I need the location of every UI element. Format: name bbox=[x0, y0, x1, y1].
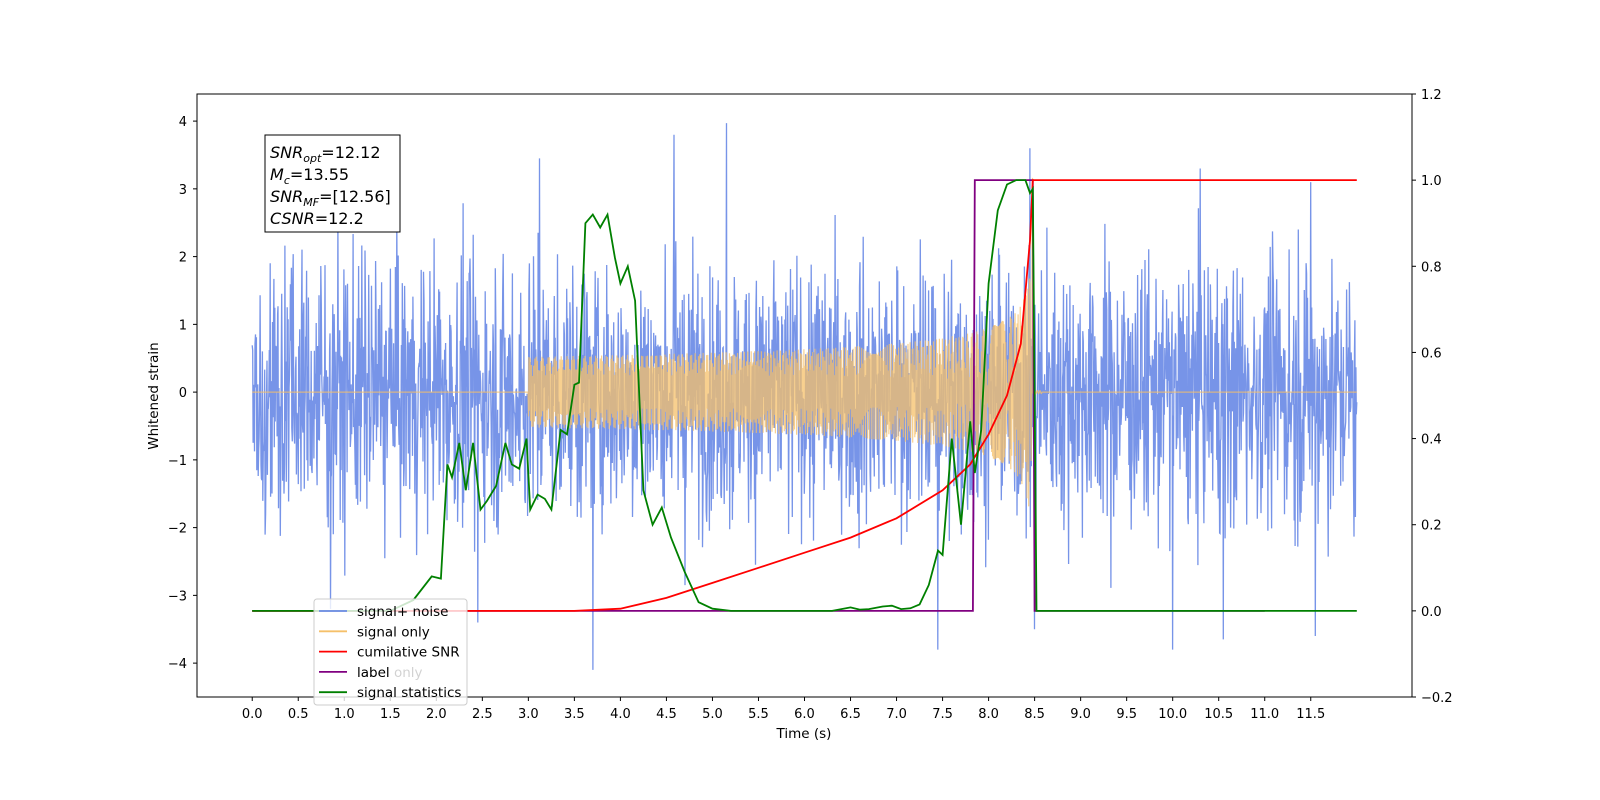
x-tick-label: 3.5 bbox=[564, 707, 585, 722]
y-tick-label: −3 bbox=[168, 589, 187, 604]
legend-entry: signal statistics bbox=[357, 685, 461, 701]
x-tick-label: 0.5 bbox=[288, 707, 309, 722]
x-tick-label: 10.0 bbox=[1158, 707, 1187, 722]
x-tick-label: 9.0 bbox=[1070, 707, 1091, 722]
x-tick-label: 11.5 bbox=[1296, 707, 1325, 722]
x-tick-label: 11.0 bbox=[1250, 707, 1279, 722]
info-value: =12.12 bbox=[321, 143, 380, 162]
y-tick-label: −1 bbox=[168, 454, 187, 469]
series-cumulative-snr bbox=[252, 179, 1357, 612]
x-tick-label: 2.0 bbox=[426, 707, 447, 722]
x-tick-label: 5.5 bbox=[748, 707, 769, 722]
series-signal-only bbox=[252, 177, 1357, 507]
x-axis: 0.0 0.5 1.0 1.5 2.0 2.5 3.0 3.5 4.0 4.5 5.0 5.5 6.0 6… bbox=[242, 697, 1325, 722]
legend-ghost-text: label only bbox=[357, 665, 423, 681]
info-subscript: MF bbox=[303, 196, 319, 209]
info-symbol: SNR bbox=[270, 143, 303, 162]
x-tick-label: 7.5 bbox=[932, 707, 953, 722]
y-tick-label: 4 bbox=[179, 115, 187, 130]
x-tick-label: 1.0 bbox=[334, 707, 355, 722]
y-axis-label: Whitened strain bbox=[146, 342, 162, 449]
x-tick-label: 6.5 bbox=[840, 707, 861, 722]
series-layer bbox=[251, 123, 1358, 670]
y-axis-right: 1.2 1.0 0.8 0.6 0.4 0.2 0.0 −0.2 bbox=[1412, 88, 1453, 706]
legend-entry: cumilative SNR bbox=[357, 645, 460, 661]
x-tick-label: 8.0 bbox=[978, 707, 999, 722]
x-tick-label: 0.0 bbox=[242, 707, 263, 722]
legend-frame bbox=[313, 598, 468, 706]
y2-tick-label: 0.0 bbox=[1421, 605, 1442, 620]
x-tick-label: 7.0 bbox=[886, 707, 907, 722]
info-value: =13.55 bbox=[290, 165, 349, 184]
y2-tick-label: 1.2 bbox=[1421, 88, 1442, 103]
info-subscript: opt bbox=[303, 152, 322, 165]
info-symbol: M bbox=[270, 165, 284, 184]
x-tick-label: 10.5 bbox=[1204, 707, 1233, 722]
x-tick-label: 8.5 bbox=[1024, 707, 1045, 722]
info-symbol: CSNR bbox=[270, 209, 315, 228]
legend-entry: signal only bbox=[357, 624, 430, 640]
x-tick-label: 4.5 bbox=[656, 707, 677, 722]
y-tick-label: −4 bbox=[168, 657, 187, 672]
y-tick-label: 3 bbox=[179, 183, 187, 198]
x-tick-label: 4.0 bbox=[610, 707, 631, 722]
x-tick-label: 2.5 bbox=[472, 707, 493, 722]
y-tick-label: 0 bbox=[179, 386, 187, 401]
info-symbol: SNR bbox=[270, 187, 303, 206]
x-tick-label: 1.5 bbox=[380, 707, 401, 722]
y2-tick-label: 0.8 bbox=[1421, 260, 1442, 275]
info-value: =12.2 bbox=[315, 209, 364, 228]
y2-tick-label: 0.4 bbox=[1421, 433, 1442, 448]
info-line: Mc=13.55 bbox=[270, 165, 349, 187]
legend-entry: signal+ noise bbox=[357, 604, 448, 620]
x-tick-label: 9.5 bbox=[1116, 707, 1137, 722]
y2-tick-label: 1.0 bbox=[1421, 174, 1442, 189]
info-line: SNRopt=12.12 bbox=[270, 143, 381, 165]
y-tick-label: 2 bbox=[179, 251, 187, 266]
x-tick-label: 5.0 bbox=[702, 707, 723, 722]
info-line: SNRMF=[12.56] bbox=[270, 187, 391, 209]
x-tick-label: 6.0 bbox=[794, 707, 815, 722]
info-box-frame bbox=[264, 134, 401, 233]
info-line: CSNR=12.2 bbox=[270, 209, 364, 228]
info-value: =[12.56] bbox=[319, 187, 391, 206]
y-tick-label: −2 bbox=[168, 522, 187, 537]
y2-tick-label: 0.2 bbox=[1421, 519, 1442, 534]
series-signal-statistics bbox=[252, 179, 1357, 612]
legend: signal+ noise signal only cumilative SNR la… bbox=[313, 598, 468, 706]
y2-tick-label: −0.2 bbox=[1421, 691, 1453, 706]
info-subscript: c bbox=[284, 174, 290, 187]
y-tick-label: 1 bbox=[179, 318, 187, 333]
y-axis-left: 4 3 2 1 0 −1 −2 −3 −4 bbox=[168, 115, 197, 672]
x-axis-label: Time (s) bbox=[776, 726, 832, 742]
y2-tick-label: 0.6 bbox=[1421, 346, 1442, 361]
info-box: SNRopt=12.12Mc=13.55SNRMF=[12.56]CSNR=12… bbox=[264, 134, 401, 233]
x-tick-label: 3.0 bbox=[518, 707, 539, 722]
legend-entry: label bbox=[357, 665, 390, 681]
